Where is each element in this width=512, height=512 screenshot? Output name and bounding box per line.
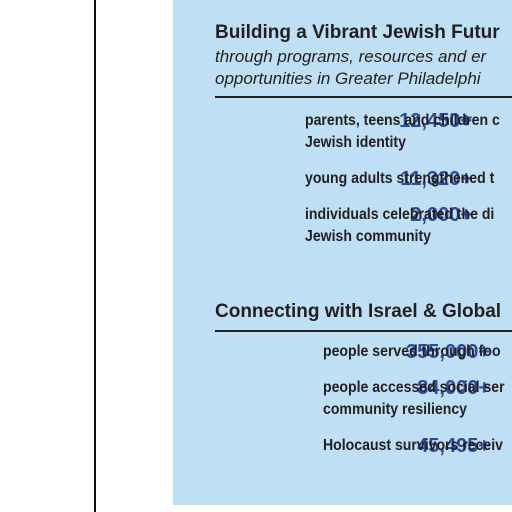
rule [215,96,512,98]
stat-text: individuals celebrated the di [305,206,495,223]
stat-number: 12,450+ [399,110,472,132]
stat-number: 45,495+ [417,435,490,457]
info-panel: Building a Vibrant Jewish Futur through … [173,0,512,505]
stat-text: Holocaust survivors receiv [323,437,504,454]
section-title: Connecting with Israel & Global [215,301,502,322]
stat-text: parents, teens and children c [305,112,500,129]
stat-text: people served through foo [323,343,501,360]
stat-number: 2,000+ [410,204,472,226]
stat-text: community resiliency [323,401,467,418]
subtitle: through programs, resources and er [215,47,487,66]
subtitle: opportunities in Greater Philadelphi [215,69,481,88]
rule [215,330,512,332]
stat-text: people accessed social ser [323,379,505,396]
stat-text: Jewish community [305,228,431,245]
stat-text: young adults strengthened t [305,170,495,187]
stat-number: 11,320+ [400,168,472,190]
stat-number: 84,000+ [417,377,490,399]
divider-line [94,0,96,512]
section-title: Building a Vibrant Jewish Futur [215,22,500,43]
stat-text: Jewish identity [305,134,406,151]
stat-number: 355,000+ [406,341,490,363]
